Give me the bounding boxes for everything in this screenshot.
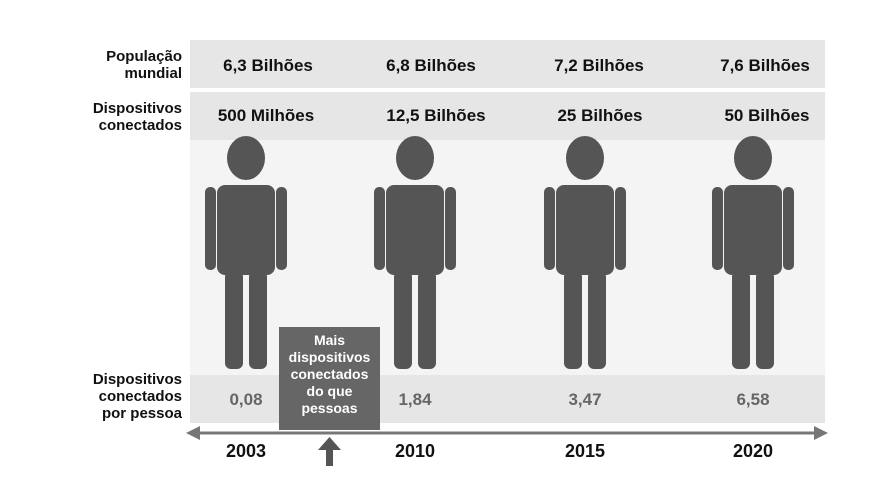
year-label: 2010 bbox=[394, 441, 436, 461]
callout-line: Mais bbox=[313, 332, 346, 348]
arrow-left-icon bbox=[186, 426, 200, 440]
population-value: 6,3 Bilhões bbox=[223, 56, 313, 75]
year-label: 2015 bbox=[564, 441, 606, 461]
population-band bbox=[190, 40, 825, 88]
per-person-value: 6,58 bbox=[736, 390, 770, 409]
population-label-line: População bbox=[106, 48, 182, 65]
devices-value: 50 Bilhões bbox=[724, 106, 810, 125]
ratio-label-line: conectados bbox=[98, 388, 182, 405]
person-silhouette-icon bbox=[544, 136, 626, 369]
population-row-label: População mundial bbox=[0, 48, 182, 82]
year-label: 2003 bbox=[225, 441, 267, 461]
callout-line: pessoas bbox=[301, 400, 358, 416]
person-silhouette-icon bbox=[712, 136, 794, 369]
ratio-label-line: por pessoa bbox=[101, 405, 182, 422]
callout-line: conectados bbox=[290, 366, 369, 382]
devices-row-label: Dispositivos conectados bbox=[0, 100, 182, 134]
per-person-value: 1,84 bbox=[398, 390, 432, 409]
callout-line: dispositivos bbox=[288, 349, 371, 365]
devices-value: 25 Bilhões bbox=[557, 106, 643, 125]
population-value: 7,6 Bilhões bbox=[720, 56, 810, 75]
callout-box: Mais dispositivos conectados do que pess… bbox=[279, 327, 380, 430]
devices-label-line: Dispositivos bbox=[92, 100, 182, 117]
per-person-value: 0,08 bbox=[229, 390, 263, 409]
arrow-right-icon bbox=[814, 426, 828, 440]
ratio-label-line: Dispositivos bbox=[92, 371, 182, 388]
population-value: 7,2 Bilhões bbox=[554, 56, 644, 75]
ratio-row-label: Dispositivos conectados por pessoa bbox=[0, 371, 182, 422]
year-label: 2020 bbox=[732, 441, 774, 461]
devices-value: 12,5 Bilhões bbox=[386, 106, 486, 125]
population-value: 6,8 Bilhões bbox=[386, 56, 476, 75]
devices-band bbox=[190, 92, 825, 140]
callout-line: do que bbox=[306, 383, 353, 399]
per-person-value: 3,47 bbox=[568, 390, 602, 409]
devices-value: 500 Milhões bbox=[217, 106, 315, 125]
population-label-line: mundial bbox=[124, 65, 182, 82]
person-silhouette-icon bbox=[205, 136, 287, 369]
arrow-up-icon bbox=[318, 437, 341, 466]
devices-label-line: conectados bbox=[98, 117, 182, 134]
person-silhouette-icon bbox=[374, 136, 456, 369]
